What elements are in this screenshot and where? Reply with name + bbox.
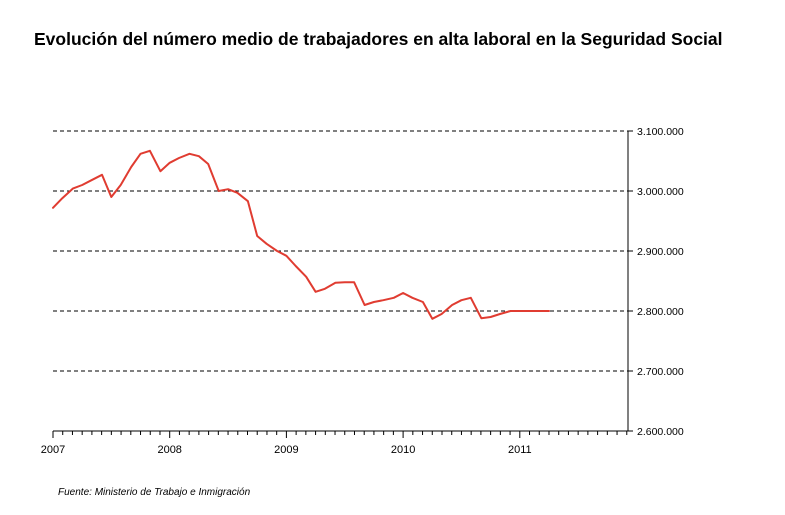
y-tick-label: 2.800.000 [637, 306, 684, 318]
y-tick-label: 2.900.000 [637, 246, 684, 258]
y-tick-label: 3.100.000 [637, 126, 684, 138]
y-tick-label: 3.000.000 [637, 186, 684, 198]
x-tick-label: 2011 [508, 444, 532, 456]
x-tick-label: 2008 [157, 444, 181, 456]
x-axis: 2007 2008 2009 2010 2011 [41, 131, 629, 456]
x-tick-label: 2010 [391, 444, 415, 456]
y-tick-label: 2.700.000 [637, 366, 684, 378]
y-tick-label: 2.600.000 [637, 426, 684, 438]
chart-title: Evolución del número medio de trabajador… [34, 29, 723, 49]
y-axis-tick-labels: 3.100.000 3.000.000 2.900.000 2.800.000 2.70… [637, 126, 684, 438]
x-tick-label: 2009 [274, 444, 298, 456]
series-layer [52, 149, 550, 320]
x-tick-label: 2007 [41, 444, 65, 456]
source-note: Fuente: Ministerio de Trabajo e Inmigrac… [58, 487, 251, 498]
gridlines [53, 130, 633, 432]
series-line [52, 149, 550, 320]
